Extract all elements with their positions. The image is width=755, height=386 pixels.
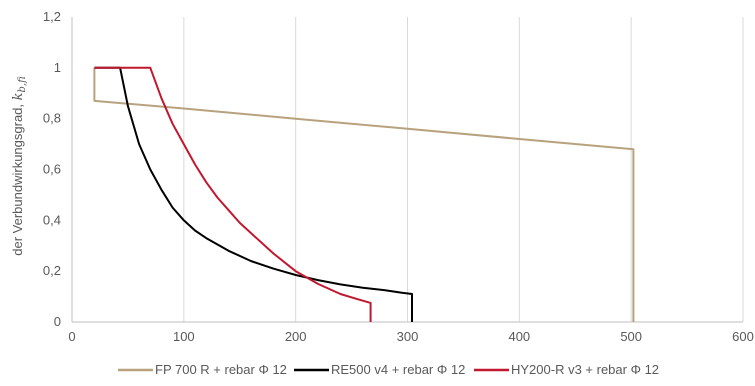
series-line-3 <box>94 66 372 322</box>
y-tick-label-2: 0,4 <box>43 212 61 227</box>
series-lines <box>93 66 635 322</box>
legend: FP 700 R + rebar Φ 12 RE500 v4 + rebar Φ … <box>118 362 659 377</box>
x-tick-label-100: 100 <box>173 329 195 344</box>
x-tick-labels: 0 100 200 300 400 500 600 <box>68 329 753 344</box>
legend-label-1: FP 700 R + rebar Φ 12 <box>155 362 287 377</box>
y-axis-label-main: der Verbundwirkungsgrad, <box>10 100 25 255</box>
y-axis-label: der Verbundwirkungsgrad, kb,fi <box>10 76 28 256</box>
x-tick-label-300: 300 <box>397 329 419 344</box>
y-tick-label-4: 0,8 <box>43 111 61 126</box>
y-tick-label-1: 0,2 <box>43 263 61 278</box>
series-line-1 <box>93 67 635 322</box>
x-tick-label-400: 400 <box>508 329 530 344</box>
x-tick-label-600: 600 <box>732 329 754 344</box>
legend-label-2: RE500 v4 + rebar Φ 12 <box>331 362 465 377</box>
y-tick-label-0: 0 <box>54 314 61 329</box>
y-axis-label-subscript: b,fi <box>17 76 28 93</box>
x-tick-label-500: 500 <box>620 329 642 344</box>
y-axis-label-symbol: k <box>11 92 26 100</box>
y-tick-labels: 0 0,2 0,4 0,6 0,8 1 1,2 <box>43 9 61 329</box>
axes <box>71 17 743 323</box>
y-tick-label-6: 1,2 <box>43 9 61 24</box>
series-line-2 <box>94 66 413 322</box>
x-tick-label-0: 0 <box>68 329 75 344</box>
y-tick-label-3: 0,6 <box>43 162 61 177</box>
y-tick-label-5: 1 <box>54 60 61 75</box>
grid <box>183 17 744 322</box>
legend-label-3: HY200-R v3 + rebar Φ 12 <box>511 362 659 377</box>
x-tick-label-200: 200 <box>285 329 307 344</box>
